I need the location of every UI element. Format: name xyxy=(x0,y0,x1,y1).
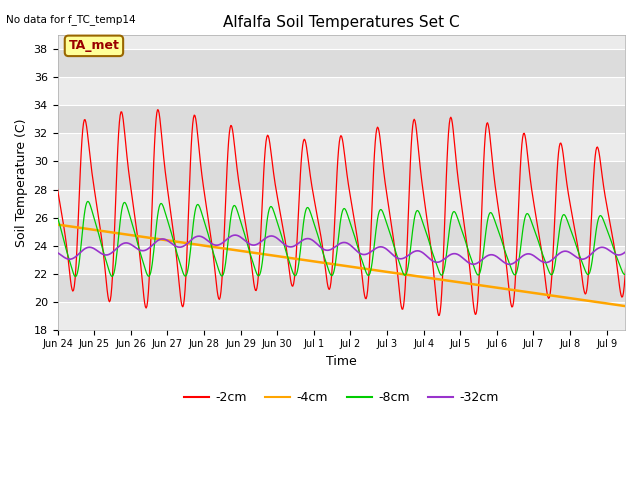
Bar xyxy=(58,106,625,133)
Bar xyxy=(58,133,625,161)
Text: No data for f_TC_temp14: No data for f_TC_temp14 xyxy=(6,14,136,25)
Bar xyxy=(58,302,625,330)
Y-axis label: Soil Temperature (C): Soil Temperature (C) xyxy=(15,118,28,247)
Text: TA_met: TA_met xyxy=(68,39,120,52)
Bar xyxy=(58,190,625,217)
Bar xyxy=(58,77,625,106)
Bar xyxy=(58,274,625,302)
Title: Alfalfa Soil Temperatures Set C: Alfalfa Soil Temperatures Set C xyxy=(223,15,460,30)
Bar xyxy=(58,217,625,246)
Bar xyxy=(58,161,625,190)
Bar xyxy=(58,49,625,77)
Bar xyxy=(58,246,625,274)
X-axis label: Time: Time xyxy=(326,355,356,368)
Legend: -2cm, -4cm, -8cm, -32cm: -2cm, -4cm, -8cm, -32cm xyxy=(179,386,504,409)
